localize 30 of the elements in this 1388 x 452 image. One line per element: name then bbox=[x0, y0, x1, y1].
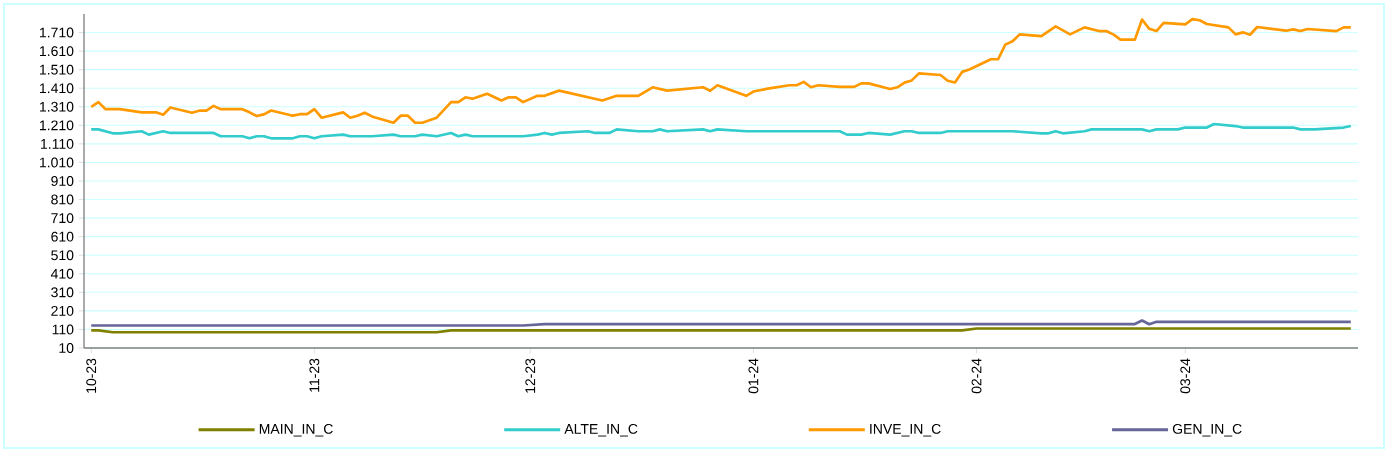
y-tick-label: 910 bbox=[51, 176, 74, 186]
legend-label: GEN_IN_C bbox=[1172, 423, 1242, 437]
x-tick-label: 02-24 bbox=[971, 358, 982, 394]
x-tick-label: 12-23 bbox=[525, 358, 536, 393]
y-tick-label: 610 bbox=[51, 231, 74, 242]
x-tick-label: 10-23 bbox=[86, 358, 97, 393]
y-tick-label: 310 bbox=[51, 287, 74, 298]
line-series bbox=[89, 122, 1353, 140]
y-tick-label: 1.110 bbox=[41, 138, 74, 149]
y-tick-label: 410 bbox=[50, 268, 74, 279]
y-tick-label: 710 bbox=[51, 213, 74, 224]
y-tick-label: 510 bbox=[51, 250, 74, 261]
y-tick-label: 1.510 bbox=[40, 64, 74, 75]
y-tick-label: 1.310 bbox=[40, 101, 74, 112]
y-tick-label: 1.410 bbox=[40, 83, 74, 94]
y-tick-label: 810 bbox=[51, 194, 74, 205]
line-series bbox=[89, 17, 1353, 125]
legend-label: INVE_IN_C bbox=[870, 423, 941, 437]
y-tick-label: 1.610 bbox=[40, 46, 74, 57]
y-tick-label: 1.010 bbox=[40, 157, 74, 168]
y-tick-label: 10 bbox=[59, 343, 74, 353]
legend-label: ALTE_IN_C bbox=[564, 423, 638, 437]
y-tick-label: 110 bbox=[52, 324, 74, 335]
y-tick-label: 1.210 bbox=[40, 120, 74, 131]
x-tick-label: 03-24 bbox=[1180, 358, 1191, 394]
x-tick-label: 11-23 bbox=[309, 358, 320, 392]
x-tick-label: 01-24 bbox=[748, 358, 759, 394]
y-tick-label: 210 bbox=[51, 305, 74, 316]
y-tick-label: 1.710 bbox=[40, 27, 74, 38]
legend-label: MAIN_IN_C bbox=[259, 423, 333, 437]
